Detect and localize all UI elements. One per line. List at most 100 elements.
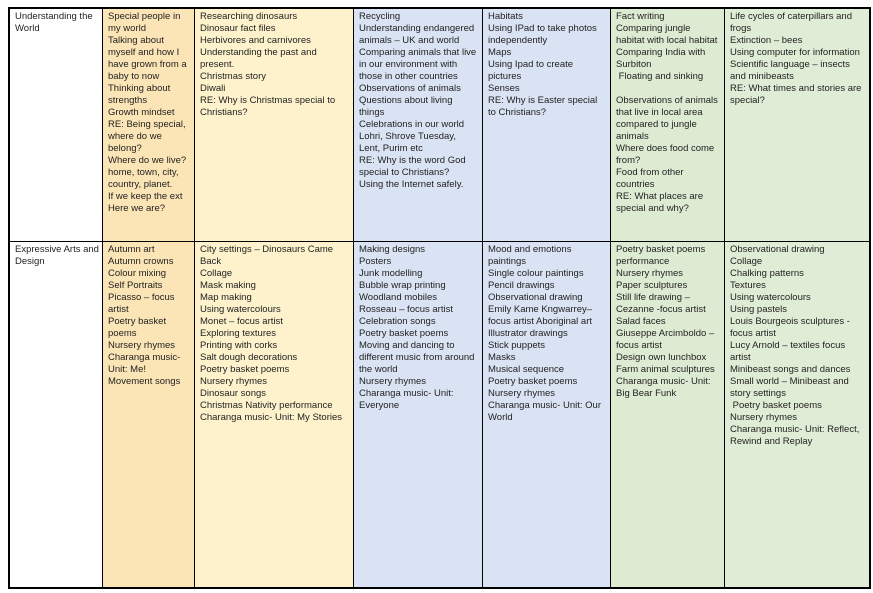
- cell-line: Masks: [488, 352, 516, 363]
- curriculum-table: Understanding the World Special people i…: [8, 7, 871, 589]
- cell-line: Junk modelling: [359, 268, 423, 279]
- cell-line: RE: What times and stories are special?: [730, 83, 865, 106]
- cell-line: Giuseppe Arcimboldo – focus artist: [616, 328, 717, 351]
- cell-line: Chalking patterns: [730, 268, 804, 279]
- cell-line: Autumn art: [108, 244, 155, 255]
- cell-line: Charanga music- Unit: Me!: [108, 352, 183, 375]
- cell-line: Maps: [488, 47, 512, 58]
- cell-line: Charanga music- Unit: Reflect, Rewind an…: [730, 424, 862, 447]
- cell-line: Paper sculptures: [616, 280, 688, 291]
- cell-line: Nursery rhymes: [200, 376, 268, 387]
- cell-line: Poetry basket poems: [108, 316, 169, 339]
- cell-line: Mood and emotions paintings: [488, 244, 575, 267]
- row-header-understanding-the-world: Understanding the World: [10, 9, 103, 242]
- cell-line: Poetry basket poems: [488, 376, 578, 387]
- cell-line: Observational drawing: [488, 292, 583, 303]
- cell-line: Nursery rhymes: [108, 340, 176, 351]
- cell-line: Recycling: [359, 11, 401, 22]
- cell-line: Picasso – focus artist: [108, 292, 178, 315]
- cell-line: Moving and dancing to different music fr…: [359, 340, 478, 375]
- cell-line: Understanding the past and present.: [200, 47, 320, 70]
- cell-line: Using pastels: [730, 304, 788, 315]
- cell-line: Using computer for information: [730, 47, 860, 58]
- cell-line: Dinosaur fact files: [200, 23, 276, 34]
- cell-line: Charanga music- Unit: Our World: [488, 400, 604, 423]
- cell-line: Nursery rhymes: [730, 412, 798, 423]
- cell-line: Salt dough decorations: [200, 352, 298, 363]
- cell-line: Understanding endangered animals – UK an…: [359, 23, 477, 46]
- cell-line: Growth mindset: [108, 107, 175, 118]
- cell-line: Stick puppets: [488, 340, 546, 351]
- cell-expressive-spring-1: Making designs Posters Junk modelling Bubbl…: [354, 242, 483, 587]
- cell-line: Celebration songs: [359, 316, 436, 327]
- cell-line: Charanga music- Unit: Big Bear Funk: [616, 376, 714, 399]
- cell-line: Woodland mobiles: [359, 292, 437, 303]
- cell-line: Food from other countries: [616, 167, 687, 190]
- cell-line: Salad faces: [616, 316, 666, 327]
- cell-line: Exploring textures: [200, 328, 277, 339]
- cell-expressive-autumn-1: Autumn art Autumn crowns Colour mixing Self…: [103, 242, 195, 587]
- cell-line: Louis Bourgeois sculptures - focus artis…: [730, 316, 853, 339]
- cell-line: Using watercolours: [730, 292, 811, 303]
- cell-line: Diwali: [200, 83, 226, 94]
- cell-line: Comparing animals that live in our envir…: [359, 47, 479, 82]
- cell-expressive-autumn-2: City settings – Dinosaurs Came Back Colla…: [195, 242, 354, 587]
- cell-line: Fact writing: [616, 11, 665, 22]
- cell-understanding-autumn-2: Researching dinosaurs Dinosaur fact files…: [195, 9, 354, 242]
- cell-line: Poetry basket poems performance: [616, 244, 708, 267]
- cell-line: Life cycles of caterpillars and frogs: [730, 11, 855, 34]
- cell-line: Illustrator drawings: [488, 328, 568, 339]
- cell-line: Collage: [200, 268, 233, 279]
- cell-line: Charanga music- Unit: Everyone: [359, 388, 457, 411]
- cell-line: Nursery rhymes: [359, 376, 427, 387]
- cell-line: Farm animal sculptures: [616, 364, 715, 375]
- cell-line: Musical sequence: [488, 364, 565, 375]
- cell-line: Where do we live? home, town, city, coun…: [108, 155, 189, 190]
- cell-line: Thinking about strengths: [108, 83, 173, 106]
- cell-line: Poetry basket poems: [200, 364, 290, 375]
- cell-line: Printing with corks: [200, 340, 278, 351]
- cell-line: Observations of animals: [359, 83, 461, 94]
- cell-line: Using watercolours: [200, 304, 281, 315]
- cell-expressive-summer-1: Poetry basket poems performance Nursery r…: [611, 242, 725, 587]
- cell-line: Map making: [200, 292, 252, 303]
- cell-line: Poetry basket poems: [359, 328, 449, 339]
- cell-line: Charanga music- Unit: My Stories: [200, 412, 343, 423]
- cell-line: Pencil drawings: [488, 280, 555, 291]
- cell-line: Using Ipad to create pictures: [488, 59, 576, 82]
- cell-line: If we keep the ext Here we are?: [108, 191, 186, 214]
- cell-line: Still life drawing – Cezanne -focus arti…: [616, 292, 706, 315]
- cell-line: Christmas story: [200, 71, 266, 82]
- cell-line: Nursery rhymes: [488, 388, 556, 399]
- cell-line: Design own lunchbox: [616, 352, 707, 363]
- cell-line: RE: Being special, where do we belong?: [108, 119, 189, 154]
- cell-understanding-summer-2: Life cycles of caterpillars and frogs Ext…: [725, 9, 869, 242]
- cell-line: RE: Why is Easter special to Christians?: [488, 95, 600, 118]
- cell-line: Nursery rhymes: [616, 268, 684, 279]
- cell-line: Researching dinosaurs: [200, 11, 298, 22]
- cell-line: Dinosaur songs: [200, 388, 267, 399]
- cell-line: Using IPad to take photos independently: [488, 23, 600, 46]
- cell-line: Monet – focus artist: [200, 316, 283, 327]
- cell-line: Floating and sinking: [616, 71, 704, 82]
- cell-line: Making designs: [359, 244, 426, 255]
- cell-line: Collage: [730, 256, 763, 267]
- cell-line: Talking about myself and how I have grow…: [108, 35, 190, 82]
- cell-line: Special people in my world: [108, 11, 183, 34]
- cell-line: Posters: [359, 256, 392, 267]
- cell-line: Comparing jungle habitat with local habi…: [616, 23, 718, 46]
- cell-line: Questions about living things: [359, 95, 456, 118]
- cell-line: Using the Internet safely.: [359, 179, 464, 190]
- cell-line: Lohri, Shrove Tuesday, Lent, Purim etc: [359, 131, 459, 154]
- cell-line: Poetry basket poems: [730, 400, 822, 411]
- cell-expressive-spring-2: Mood and emotions paintings Single colour…: [483, 242, 611, 587]
- cell-line: Bubble wrap printing: [359, 280, 446, 291]
- cell-line: Textures: [730, 280, 766, 291]
- cell-line: Mask making: [200, 280, 256, 291]
- cell-understanding-autumn-1: Special people in my world Talking about …: [103, 9, 195, 242]
- cell-line: Scientific language – insects and minibe…: [730, 59, 853, 82]
- cell-line: Observational drawing: [730, 244, 825, 255]
- cell-line: RE: What places are special and why?: [616, 191, 706, 214]
- cell-line: Colour mixing: [108, 268, 167, 279]
